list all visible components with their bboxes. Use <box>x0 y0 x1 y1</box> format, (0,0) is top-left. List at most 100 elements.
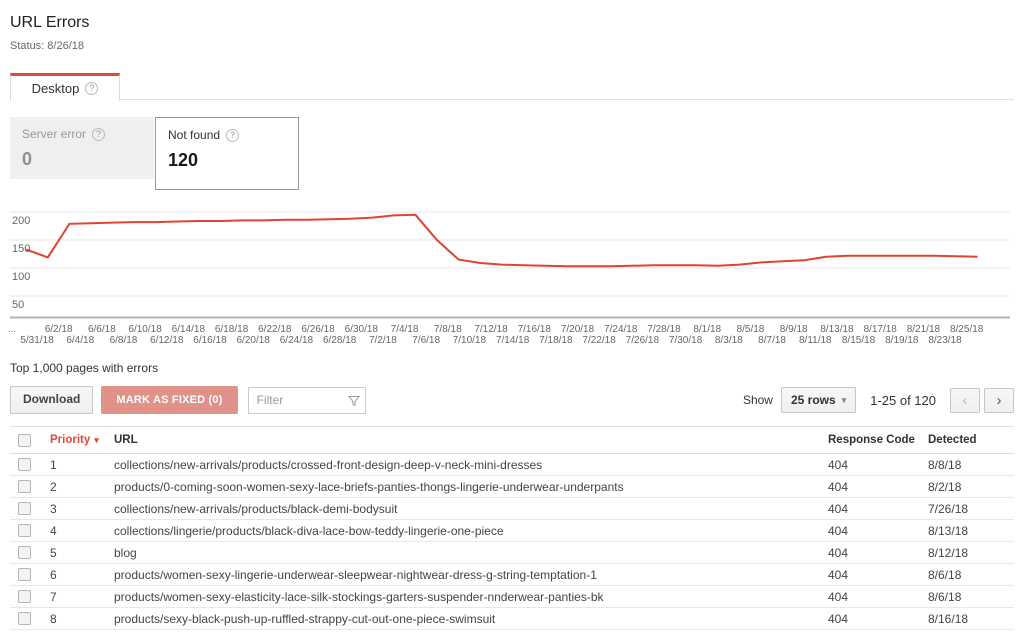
tab-desktop[interactable]: Desktop ? <box>10 73 120 101</box>
column-header-response-code: Response Code <box>828 434 915 447</box>
next-page-button[interactable]: › <box>984 387 1014 413</box>
help-icon[interactable]: ? <box>85 82 99 95</box>
row-checkbox[interactable] <box>18 568 31 582</box>
x-tick-label: 6/18/18 <box>214 324 249 335</box>
url-cell[interactable]: products/0-coming-soon-women-sexy-lace-b… <box>114 479 624 494</box>
response-code-cell: 404 <box>828 501 849 516</box>
detected-cell: 8/6/18 <box>928 567 962 582</box>
server-error-count: 0 <box>22 149 33 169</box>
filter-input[interactable] <box>247 386 366 414</box>
table-row: 2 products/0-coming-soon-women-sexy-lace-… <box>10 476 1014 499</box>
url-cell[interactable]: collections/new-arrivals/products/crosse… <box>114 457 543 472</box>
x-tick-label: 8/9/18 <box>779 324 808 335</box>
x-tick-label: 8/23/18 <box>928 335 962 346</box>
help-icon[interactable]: ? <box>226 128 240 142</box>
row-checkbox[interactable] <box>18 612 31 626</box>
rows-per-page-value: 25 rows <box>790 393 836 408</box>
detected-cell: 8/8/18 <box>928 457 962 472</box>
x-tick-label: 7/24/18 <box>604 324 638 335</box>
x-tick-label: 8/7/18 <box>758 335 786 346</box>
x-tick-label: 6/4/18 <box>66 335 95 346</box>
x-tick-label: 7/14/18 <box>495 335 530 346</box>
card-server-error[interactable]: Server error ? 0 <box>10 117 154 179</box>
row-checkbox[interactable] <box>18 590 31 604</box>
x-tick-label: 7/16/18 <box>517 324 551 335</box>
x-tick-label: 7/20/18 <box>560 324 595 335</box>
x-tick-label: 7/18/18 <box>539 335 573 346</box>
detected-cell: 8/13/18 <box>928 523 969 538</box>
row-checkbox[interactable] <box>18 502 31 516</box>
x-tick-label: 6/8/18 <box>109 335 138 346</box>
priority-cell: 1 <box>50 457 57 472</box>
sort-descending-icon: ▾ <box>94 434 99 445</box>
table-row: 5 blog 404 8/12/18 <box>10 542 1014 565</box>
tab-desktop-label: Desktop <box>31 81 80 96</box>
table-row: 8 products/sexy-black-push-up-ruffled-str… <box>10 608 1014 631</box>
help-icon[interactable]: ? <box>92 127 106 141</box>
x-tick-label: ... <box>7 324 17 335</box>
rows-per-page-select[interactable]: 25 rows ▾ <box>780 387 857 414</box>
x-tick-label: 7/26/18 <box>625 335 660 346</box>
row-checkbox[interactable] <box>18 480 31 494</box>
download-button[interactable]: Download <box>10 386 94 414</box>
url-cell[interactable]: blog <box>114 545 137 560</box>
mark-as-fixed-button[interactable]: MARK AS FIXED (0) <box>101 386 238 415</box>
url-cell[interactable]: collections/new-arrivals/products/black-… <box>114 501 398 516</box>
response-code-cell: 404 <box>828 567 849 582</box>
x-tick-label: 7/2/18 <box>369 335 397 346</box>
x-tick-label: 8/3/18 <box>714 335 743 346</box>
row-checkbox[interactable] <box>18 546 31 560</box>
response-code-cell: 404 <box>828 523 849 538</box>
filter-funnel-icon <box>347 395 360 406</box>
table-header-row: Priority ▾ URL Response Code Detected <box>10 427 1014 455</box>
show-label: Show <box>742 393 773 408</box>
url-cell[interactable]: products/women-sexy-elasticity-lace-silk… <box>114 589 604 604</box>
response-code-cell: 404 <box>828 545 849 560</box>
row-checkbox[interactable] <box>18 524 31 538</box>
prev-page-button[interactable]: ‹ <box>950 387 980 413</box>
table-heading: Top 1,000 pages with errors <box>10 361 159 375</box>
chart-x-axis-labels-top: ... 6/2/18 6/6/18 6/10/18 6/14/18 6/18/18 6/22… <box>7 324 1014 335</box>
priority-cell: 2 <box>50 479 57 494</box>
detected-cell: 8/2/18 <box>928 479 962 494</box>
url-cell[interactable]: collections/lingerie/products/black-diva… <box>114 523 504 538</box>
not-found-count: 120 <box>168 150 199 170</box>
x-tick-label: 7/8/18 <box>433 324 462 335</box>
x-tick-label: 6/24/18 <box>279 335 314 346</box>
x-tick-label: 8/5/18 <box>736 324 765 335</box>
x-tick-label: 6/10/18 <box>128 324 162 335</box>
x-tick-label: 8/19/18 <box>885 335 919 346</box>
x-tick-label: 6/6/18 <box>87 324 116 335</box>
table-row: 1 collections/new-arrivals/products/cross… <box>10 454 1014 477</box>
card-not-found[interactable]: Not found ? 120 <box>155 117 299 190</box>
x-tick-label: 6/20/18 <box>236 335 270 346</box>
errors-line-chart <box>10 211 1010 319</box>
x-tick-label: 8/25/18 <box>949 324 984 335</box>
x-tick-label: 7/10/18 <box>452 335 487 346</box>
x-tick-label: 7/6/18 <box>412 335 441 346</box>
x-tick-label: 7/4/18 <box>390 324 419 335</box>
table-row: 6 products/women-sexy-lingerie-underwear-… <box>10 564 1014 587</box>
row-checkbox[interactable] <box>18 458 31 472</box>
table-row: 3 collections/new-arrivals/products/black… <box>10 498 1014 521</box>
priority-cell: 8 <box>50 611 57 626</box>
x-tick-label: 7/30/18 <box>668 335 703 346</box>
x-tick-label: 6/2/18 <box>44 324 73 335</box>
x-tick-label: 8/1/18 <box>693 324 722 335</box>
platform-tabbar: Desktop ? <box>10 72 1014 101</box>
column-header-priority[interactable]: Priority ▾ <box>50 434 99 447</box>
column-header-url: URL <box>114 434 138 447</box>
y-tick-label: 50 <box>12 299 25 311</box>
response-code-cell: 404 <box>828 457 849 472</box>
x-tick-label: 7/28/18 <box>647 324 681 335</box>
y-tick-label: 200 <box>12 215 31 227</box>
select-all-checkbox[interactable] <box>18 433 31 447</box>
url-cell[interactable]: products/women-sexy-lingerie-underwear-s… <box>114 567 597 582</box>
x-tick-label: 6/22/18 <box>258 324 292 335</box>
response-code-cell: 404 <box>828 479 849 494</box>
y-tick-label: 100 <box>12 271 31 283</box>
x-tick-label: 6/26/18 <box>301 324 335 335</box>
priority-cell: 7 <box>50 589 57 604</box>
x-tick-label: 8/17/18 <box>863 324 897 335</box>
url-cell[interactable]: products/sexy-black-push-up-ruffled-stra… <box>114 611 496 626</box>
